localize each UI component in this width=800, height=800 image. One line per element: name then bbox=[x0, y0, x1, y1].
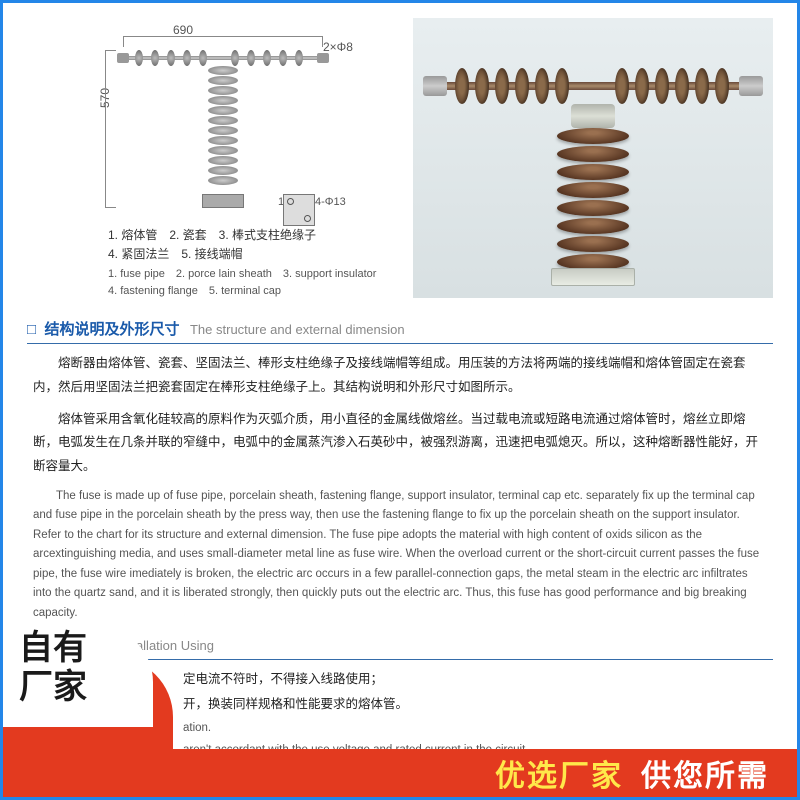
disc-icon bbox=[615, 68, 629, 104]
heading-en: The structure and external dimension bbox=[190, 322, 405, 337]
paragraph-cn-fragment: 开，换装同样规格和性能要求的熔体管。 bbox=[183, 693, 767, 717]
shed-icon bbox=[557, 200, 629, 216]
shed-icon bbox=[208, 96, 238, 105]
photo-connector bbox=[571, 104, 615, 128]
disc-icon bbox=[695, 68, 709, 104]
disc-icon bbox=[495, 68, 509, 104]
disc-icon bbox=[295, 50, 303, 66]
disc-icon bbox=[715, 68, 729, 104]
top-section: 690 2×Φ8 570 130 130 4-Φ13 bbox=[3, 3, 797, 308]
disc-icon bbox=[675, 68, 689, 104]
shed-icon bbox=[208, 146, 238, 155]
disc-icon bbox=[183, 50, 191, 66]
schematic-fuse-tube bbox=[123, 50, 323, 66]
endcap-icon bbox=[317, 53, 329, 63]
disc-icon bbox=[455, 68, 469, 104]
shed-icon bbox=[557, 182, 629, 198]
disc-icon bbox=[263, 50, 271, 66]
shed-icon bbox=[557, 146, 629, 162]
paragraph-en: The fuse is made up of fuse pipe, porcel… bbox=[33, 487, 767, 624]
schematic-insulator bbox=[211, 66, 235, 186]
disc-icon bbox=[199, 50, 207, 66]
disc-icon bbox=[475, 68, 489, 104]
legend-line: 4. 紧固法兰 5. 接线端帽 bbox=[108, 245, 316, 264]
promo-badge-left: 自有 厂家 bbox=[3, 627, 173, 767]
technical-diagram: 690 2×Φ8 570 130 130 4-Φ13 bbox=[33, 18, 403, 298]
paragraph-cn-fragment: 定电流不符时，不得接入线路使用； bbox=[183, 668, 767, 692]
badge-line1: 自有 bbox=[19, 629, 87, 668]
shed-icon bbox=[208, 126, 238, 135]
dimension-hole-spec: 2×Φ8 bbox=[323, 40, 353, 54]
endcap-icon bbox=[739, 76, 763, 96]
shed-icon bbox=[557, 218, 629, 234]
legend-line: 1. 熔体管 2. 瓷套 3. 棒式支柱绝缘子 bbox=[108, 226, 316, 245]
shed-icon bbox=[208, 76, 238, 85]
heading-cn: 结构说明及外形尺寸 bbox=[45, 321, 180, 338]
schematic-flange bbox=[202, 194, 244, 208]
disc-icon bbox=[555, 68, 569, 104]
shed-icon bbox=[557, 128, 629, 144]
disc-icon bbox=[151, 50, 159, 66]
legend-chinese: 1. 熔体管 2. 瓷套 3. 棒式支柱绝缘子 4. 紧固法兰 5. 接线端帽 bbox=[108, 226, 316, 264]
photo-insulator bbox=[561, 128, 625, 272]
section-heading-structure: □ 结构说明及外形尺寸 The structure and external d… bbox=[27, 318, 773, 344]
schematic-bracket bbox=[283, 194, 315, 226]
shed-icon bbox=[208, 166, 238, 175]
dim-line-icon bbox=[123, 36, 323, 37]
endcap-icon bbox=[117, 53, 129, 63]
dimension-width: 690 bbox=[173, 23, 193, 37]
shed-icon bbox=[208, 116, 238, 125]
disc-icon bbox=[655, 68, 669, 104]
dim-line-icon bbox=[105, 50, 106, 208]
product-photo bbox=[413, 18, 773, 298]
shed-icon bbox=[557, 236, 629, 252]
paragraph-cn: 熔断器由熔体管、瓷套、坚固法兰、棒形支柱绝缘子及接线端帽等组成。用压装的方法将两… bbox=[33, 352, 767, 400]
shed-icon bbox=[208, 86, 238, 95]
legend-line: 4. fastening flange 5. terminal cap bbox=[108, 283, 376, 300]
badge-text: 自有 厂家 bbox=[19, 629, 87, 707]
shed-icon bbox=[208, 176, 238, 185]
shed-icon bbox=[208, 66, 238, 75]
shed-icon bbox=[208, 136, 238, 145]
promo-bottom-bar: 优选厂家 供您所需 bbox=[3, 749, 797, 797]
photo-fuse-tube bbox=[433, 68, 753, 104]
disc-icon bbox=[515, 68, 529, 104]
disc-icon bbox=[167, 50, 175, 66]
promo-text-white: 供您所需 bbox=[641, 751, 769, 795]
shed-icon bbox=[208, 106, 238, 115]
disc-icon bbox=[135, 50, 143, 66]
legend-english: 1. fuse pipe 2. porce lain sheath 3. sup… bbox=[108, 266, 376, 299]
badge-line2: 厂家 bbox=[19, 668, 87, 707]
shed-icon bbox=[208, 156, 238, 165]
disc-icon bbox=[231, 50, 239, 66]
schematic-drawing bbox=[123, 36, 323, 221]
disc-icon bbox=[279, 50, 287, 66]
endcap-icon bbox=[423, 76, 447, 96]
legend-line: 1. fuse pipe 2. porce lain sheath 3. sup… bbox=[108, 266, 376, 283]
disc-icon bbox=[535, 68, 549, 104]
paragraph-cn: 熔体管采用含氧化硅较高的原料作为灭弧介质，用小直径的金属线做熔丝。当过载电流或短… bbox=[33, 408, 767, 479]
document-page: 690 2×Φ8 570 130 130 4-Φ13 bbox=[0, 0, 800, 800]
paragraph-en-fragment: ation. bbox=[183, 719, 767, 739]
disc-icon bbox=[247, 50, 255, 66]
square-bullet-icon: □ bbox=[27, 321, 36, 338]
promo-text-yellow: 优选厂家 bbox=[495, 751, 623, 795]
photo-base-flange bbox=[551, 268, 635, 286]
disc-icon bbox=[635, 68, 649, 104]
shed-icon bbox=[557, 164, 629, 180]
